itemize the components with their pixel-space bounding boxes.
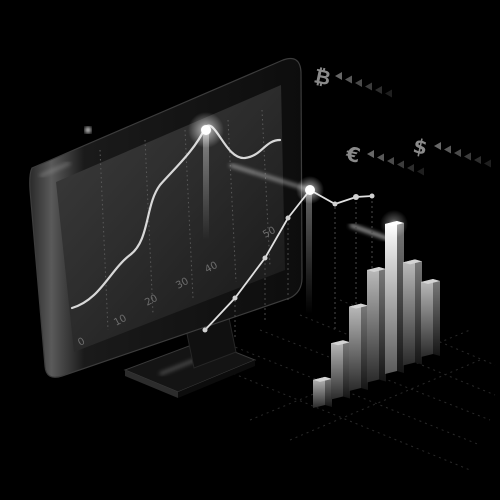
screen-tick-label: 50	[261, 225, 277, 241]
arrow-icon	[474, 156, 481, 164]
monitor: 0 10 20 30 40 50	[29, 57, 303, 378]
bar	[349, 303, 368, 391]
screen-tick-label: 10	[112, 313, 128, 329]
bar-chart-3d	[313, 210, 440, 408]
screen-tick-label: 0	[76, 336, 87, 349]
arrow-icon	[387, 157, 394, 165]
bar	[380, 210, 408, 374]
arrow-icon	[355, 79, 362, 87]
arrow-icon	[444, 145, 451, 154]
screen-axis-ticks: 0 10 20 30 40 50	[76, 225, 277, 349]
arrow-icon	[484, 159, 491, 168]
monitor-screen	[56, 85, 285, 352]
arrow-icon	[464, 152, 471, 161]
arrow-icon	[377, 153, 384, 162]
line-peak-point	[305, 185, 315, 195]
currency-symbol: $	[411, 133, 430, 159]
bar	[403, 259, 422, 366]
currency-row: €	[343, 141, 424, 176]
bar	[421, 279, 440, 357]
currency-rows: ₿ € $	[312, 63, 491, 176]
screen-tick-label: 20	[143, 293, 159, 309]
arrow-icon	[365, 82, 372, 91]
bar	[331, 340, 350, 400]
arrow-icon	[397, 160, 404, 169]
arrow-icon	[345, 75, 352, 84]
currency-row: ₿	[312, 63, 392, 98]
currency-row: $	[411, 133, 491, 168]
currency-symbol: ₿	[312, 63, 333, 90]
arrow-icon	[434, 142, 441, 150]
screen-guides	[99, 109, 271, 331]
arrow-icon	[335, 72, 342, 80]
arrow-icon	[417, 167, 424, 176]
currency-symbol: €	[343, 141, 363, 168]
screen-wave-line	[70, 124, 282, 310]
bar	[367, 267, 386, 383]
arrow-icon	[454, 149, 461, 157]
arrow-icon	[375, 86, 382, 94]
arrow-icon	[367, 150, 374, 158]
screen-tick-label: 40	[203, 260, 219, 276]
bar	[313, 376, 332, 408]
arrow-icon	[407, 164, 414, 172]
arrow-icon	[385, 89, 392, 98]
screen-tick-label: 30	[174, 276, 190, 292]
